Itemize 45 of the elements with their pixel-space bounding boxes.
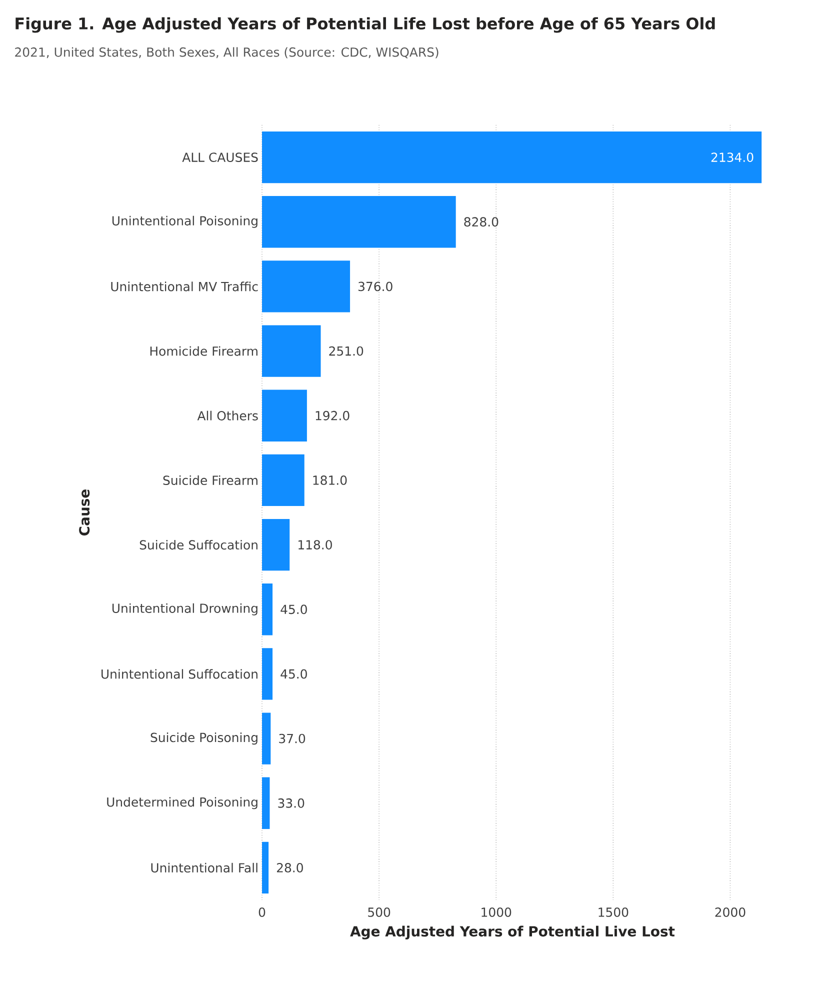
y-tick-label: Unintentional Poisoning: [112, 216, 258, 228]
y-tick-label: Suicide Firearm: [163, 475, 258, 486]
bar: [262, 842, 269, 894]
data-label: 181.0: [313, 475, 347, 485]
bar: [262, 712, 271, 764]
bar: [262, 131, 762, 184]
y-axis-title: Cause: [79, 490, 90, 536]
chart-title: Figure 1. Age Adjusted Years of Potential Life Lost before Age of 65 Years Old: [16, 17, 715, 33]
x-tick-label: 0: [258, 908, 266, 917]
y-tick-label: All Others: [197, 410, 258, 420]
y-tick-label: Unintentional Suffocation: [102, 669, 258, 679]
data-label: 828.0: [464, 217, 498, 227]
data-label: 376.0: [358, 282, 392, 292]
data-label: 45.0: [280, 669, 307, 679]
x-axis-title: Age Adjusted Years of Potential Live Lost: [350, 926, 675, 940]
bar: [262, 584, 273, 636]
y-tick-label: Unintentional Drowning: [112, 603, 258, 616]
bar: [262, 777, 270, 829]
data-label: 118.0: [298, 540, 332, 550]
y-tick-label: Suicide Poisoning: [150, 732, 258, 745]
x-tick-label: 1500: [598, 908, 628, 917]
x-tick-label: 500: [368, 908, 390, 917]
bar: [262, 260, 350, 312]
y-tick-label: Unintentional MV Traffic: [111, 282, 258, 292]
data-label: 28.0: [276, 862, 303, 872]
bar: [262, 196, 456, 248]
data-label: 2134.0: [711, 152, 754, 162]
data-label: 33.0: [278, 798, 304, 808]
y-tick-label: Suicide Suffocation: [140, 540, 258, 550]
data-label: 45.0: [280, 604, 307, 614]
x-tick-label: 2000: [715, 908, 746, 917]
chart-subtitle: 2021, United States, Both Sexes, All Races (Source: CDC, WISQARS): [15, 47, 438, 58]
y-tick-label: ALL CAUSES: [182, 152, 258, 162]
data-label: 192.0: [316, 410, 350, 420]
y-tick-label: Homicide Firearm: [150, 346, 258, 356]
y-tick-label: Undetermined Poisoning: [107, 797, 258, 810]
bar: [262, 518, 290, 571]
data-label: 251.0: [329, 346, 364, 356]
data-label: 37.0: [279, 734, 306, 744]
bar: [262, 325, 321, 377]
y-tick-label: Unintentional Fall: [151, 862, 258, 873]
bar: [262, 390, 307, 442]
bar: [262, 454, 304, 506]
bar: [262, 648, 273, 700]
x-tick-label: 1000: [482, 908, 512, 917]
